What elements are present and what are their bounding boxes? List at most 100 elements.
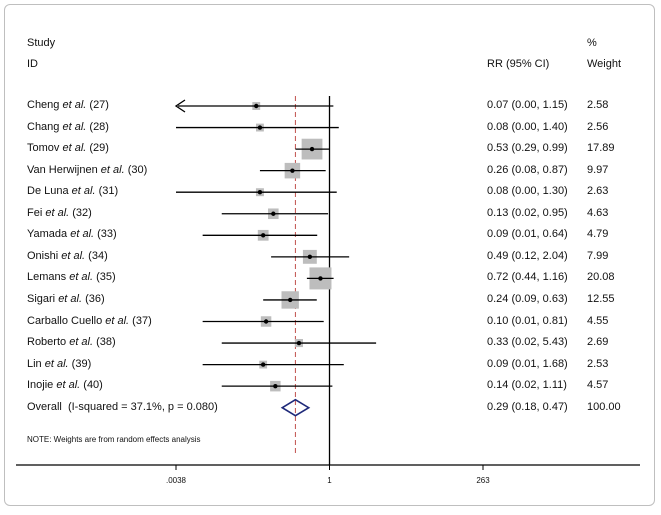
study-ref: (36) <box>82 292 105 305</box>
header-id: ID <box>27 58 38 70</box>
study-name: Onishi <box>27 249 62 262</box>
study-etal: et al. <box>62 120 87 133</box>
study-ref: (30) <box>124 163 148 176</box>
study-ci-text: 0.08 (0.00, 1.40) <box>487 120 568 133</box>
study-ci-text: 0.09 (0.01, 1.68) <box>487 357 568 370</box>
note-text: NOTE: Weights are from random effects an… <box>27 435 201 444</box>
study-label: De Luna et al. (31) <box>27 185 118 197</box>
study-weight: 2.63 <box>587 185 609 198</box>
point-estimate <box>307 254 313 260</box>
study-ref: (27) <box>86 99 109 111</box>
study-ref: (32) <box>69 206 92 219</box>
study-ci-text: 0.49 (0.12, 2.04) <box>487 249 568 262</box>
study-ci-text: 0.53 (0.29, 0.99) <box>487 142 568 155</box>
study-ci-text: 0.09 (0.01, 0.64) <box>487 228 568 241</box>
study-ref: (29) <box>86 142 109 155</box>
study-ref: (39) <box>68 357 92 370</box>
point-estimate <box>260 233 266 238</box>
point-estimate <box>287 297 293 303</box>
study-ref: (40) <box>80 379 103 392</box>
study-weight: 20.08 <box>587 271 615 284</box>
study-ci-text: 0.24 (0.09, 0.63) <box>487 292 568 305</box>
point-estimate <box>309 146 315 152</box>
study-label: Lemans et al. (35) <box>27 271 116 283</box>
study-name: Van Herwijnen <box>27 163 101 176</box>
study-etal: et al. <box>70 228 95 241</box>
study-etal: et al. <box>45 206 70 219</box>
study-name: Sigari <box>27 292 59 305</box>
study-ci-text: 0.26 (0.08, 0.87) <box>487 163 568 176</box>
header-rr-ci: RR (95% CI) <box>487 58 550 70</box>
study-etal: et al. <box>105 314 130 327</box>
study-etal: et al. <box>56 379 81 392</box>
study-ref: (33) <box>94 228 117 241</box>
study-label: Van Herwijnen et al. (30) <box>27 164 147 176</box>
study-ref: (31) <box>95 185 119 198</box>
study-label: Tomov et al. (29) <box>27 142 109 154</box>
study-ref: (37) <box>129 314 152 327</box>
study-ref: (35) <box>93 271 116 284</box>
study-name: Roberto <box>27 336 70 349</box>
study-label: Onishi et al. (34) <box>27 250 108 262</box>
study-name: Lemans <box>27 271 70 284</box>
point-estimate <box>254 103 259 109</box>
study-name: Tomov <box>27 142 63 155</box>
study-label: Yamada et al. (33) <box>27 228 117 240</box>
study-label: Lin et al. (39) <box>27 358 91 370</box>
point-estimate <box>257 190 263 195</box>
point-estimate <box>318 276 323 281</box>
study-weight: 2.58 <box>587 99 609 111</box>
study-name: Chang <box>27 120 63 133</box>
x-tick-label: 1 <box>327 476 332 485</box>
overall-weight: 100.00 <box>587 400 621 413</box>
study-name: Inojie <box>27 379 57 392</box>
study-label: Roberto et al. (38) <box>27 336 116 348</box>
study-name: De Luna <box>27 185 72 198</box>
study-weight: 2.56 <box>587 120 609 133</box>
study-ci-text: 0.10 (0.01, 0.81) <box>487 314 568 327</box>
study-etal: et al. <box>61 249 86 262</box>
study-name: Lin <box>27 357 45 370</box>
study-weight: 17.89 <box>587 142 615 155</box>
study-etal: et al. <box>100 163 125 176</box>
x-tick-label: .0038 <box>166 476 187 485</box>
study-ci-text: 0.14 (0.02, 1.11) <box>487 379 567 392</box>
study-etal: et al. <box>69 336 94 349</box>
study-etal: et al. <box>58 292 83 305</box>
study-weight: 2.69 <box>587 336 609 349</box>
overall-label: Overall (I-squared = 37.1%, p = 0.080) <box>27 400 218 413</box>
study-etal: et al. <box>44 357 69 370</box>
study-name: Carballo Cuello <box>27 314 106 327</box>
header-study: Study <box>27 37 56 49</box>
ci-arrow-left <box>174 99 186 113</box>
study-ref: (34) <box>85 249 108 262</box>
x-tick-label: 263 <box>476 476 490 485</box>
study-ci-text: 0.07 (0.00, 1.15) <box>487 99 568 111</box>
study-weight: 4.55 <box>587 314 609 327</box>
study-weight: 4.63 <box>587 206 609 219</box>
point-estimate <box>260 362 266 367</box>
study-ci-text: 0.33 (0.02, 5.43) <box>487 336 568 349</box>
study-ref: (28) <box>86 120 109 133</box>
point-estimate <box>273 383 278 389</box>
study-label: Chang et al. (28) <box>27 121 109 133</box>
point-estimate <box>290 168 295 173</box>
point-estimate <box>296 340 302 346</box>
study-name: Yamada <box>27 228 71 241</box>
study-weight: 12.55 <box>587 292 615 305</box>
study-ci-text: 0.13 (0.02, 0.95) <box>487 206 568 219</box>
study-label: Inojie et al. (40) <box>27 379 103 391</box>
overall-diamond <box>280 398 311 417</box>
study-ci-text: 0.72 (0.44, 1.16) <box>487 271 568 284</box>
study-weight: 2.53 <box>587 357 609 370</box>
study-label: Sigari et al. (36) <box>27 293 105 305</box>
study-ci-text: 0.08 (0.00, 1.30) <box>487 185 568 198</box>
study-etal: et al. <box>71 185 96 198</box>
point-estimate <box>263 319 269 324</box>
header-weight: Weight <box>587 58 622 70</box>
point-estimate <box>271 211 276 216</box>
study-name: Fei <box>27 206 46 219</box>
overall-ci-text: 0.29 (0.18, 0.47) <box>487 400 568 413</box>
